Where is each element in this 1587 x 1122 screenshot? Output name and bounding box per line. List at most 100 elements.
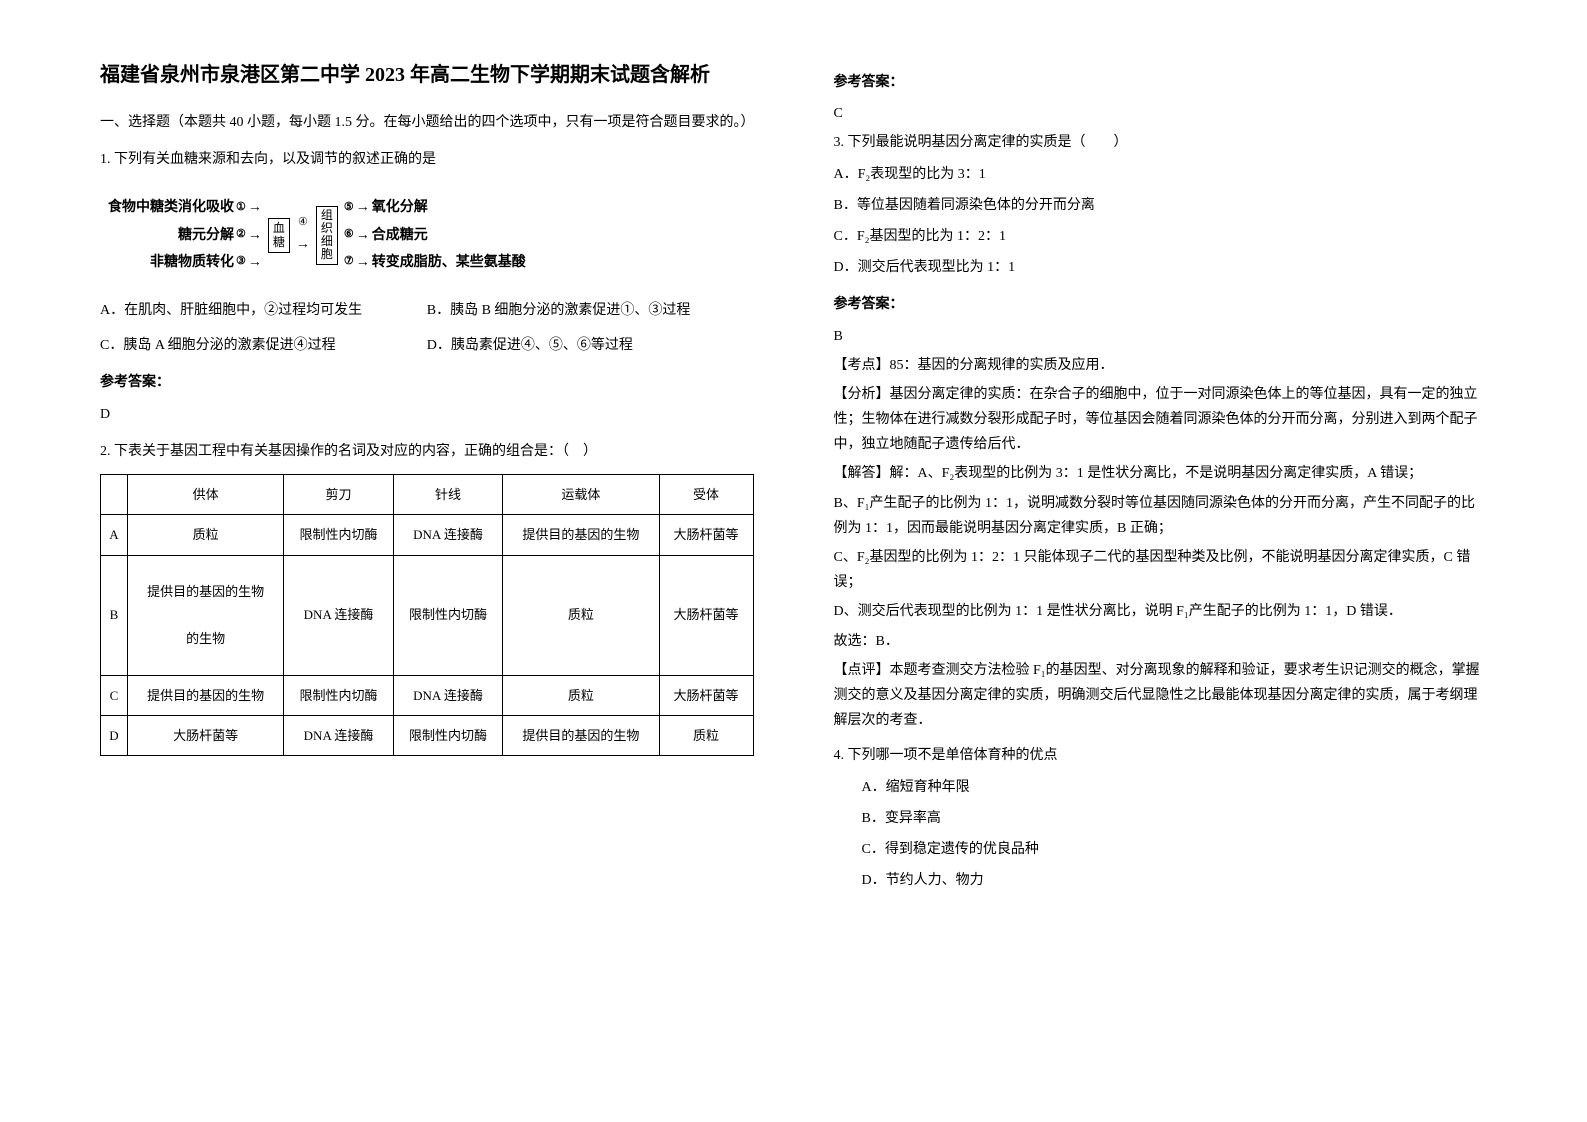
section-header: 一、选择题（本题共 40 小题，每小题 1.5 分。在每小题给出的四个选项中，只… [100,110,754,135]
table-cell: B [101,555,128,675]
table-cell: DNA 连接酶 [284,555,393,675]
q1-diagram: 食物中糖类消化吸收 ① → 糖元分解 ② → 非糖物质转化 ③ → [100,187,754,283]
table-header: 剪刀 [284,474,393,514]
table-cell: 大肠杆菌等 [659,555,753,675]
table-row: B 提供目的基因的生物 的生物 DNA 连接酶 限制性内切酶 质粒 大肠杆菌等 [101,555,754,675]
arrow-icon: → [248,223,262,248]
circled-5: ⑤ [344,198,354,218]
option-b: B．等位基因随着同源染色体的分开而分离 [834,193,1488,218]
table-cell: 提供目的基因的生物 [503,716,659,756]
q2-table: 供体 剪刀 针线 运载体 受体 A 质粒 限制性内切酶 DNA 连接酶 提供目的… [100,474,754,757]
table-cell: 质粒 [659,716,753,756]
table-cell: 限制性内切酶 [393,716,502,756]
circled-7: ⑦ [344,252,354,272]
option-b: B．胰岛 B 细胞分泌的激素促进①、③过程 [427,298,754,323]
arrow-icon: → [356,250,370,275]
arrow-icon: → [356,223,370,248]
option-a: A．缩短育种年限 [834,775,1488,800]
table-header: 受体 [659,474,753,514]
q2-stem: 2. 下表关于基因工程中有关基因操作的名词及对应的内容，正确的组合是：（ ） [100,439,754,464]
table-cell: 限制性内切酶 [284,515,393,555]
jieda: 【解答】解：A、F₂表现型的比例为 3：1 是性状分离比，不是说明基因分离定律实… [834,461,1488,486]
diagram-label: 合成糖元 [372,223,428,248]
option-c: C．得到稳定遗传的优良品种 [834,837,1488,862]
table-cell: DNA 连接酶 [393,515,502,555]
cell-text: 提供目的基因的生物 的生物 [147,584,264,646]
table-header [101,474,128,514]
q4-stem: 4. 下列哪一项不是单倍体育种的优点 [834,743,1488,768]
table-row: D 大肠杆菌等 DNA 连接酶 限制性内切酶 提供目的基因的生物 质粒 [101,716,754,756]
table-row: C 提供目的基因的生物 限制性内切酶 DNA 连接酶 质粒 大肠杆菌等 [101,675,754,715]
blood-sugar-box: 血 糖 [268,218,290,253]
circled-1: ① [236,198,246,218]
circled-4: ④ [298,213,308,233]
table-cell: 质粒 [503,675,659,715]
diagram-label: 非糖物质转化 [150,250,234,275]
diagram-label: 氧化分解 [372,195,428,220]
q1-stem: 1. 下列有关血糖来源和去向，以及调节的叙述正确的是 [100,147,754,172]
option-a: A．F₂表现型的比为 3：1 [834,162,1488,187]
table-cell: 大肠杆菌等 [659,515,753,555]
table-cell: D [101,716,128,756]
q3-stem: 3. 下列最能说明基因分离定律的实质是（ ） [834,130,1488,155]
option-d: D．节约人力、物力 [834,868,1488,893]
arrow-icon: → [248,250,262,275]
document-title: 福建省泉州市泉港区第二中学 2023 年高二生物下学期期末试题含解析 [100,60,754,90]
table-cell: C [101,675,128,715]
circled-6: ⑥ [344,225,354,245]
table-cell: 质粒 [503,555,659,675]
answer-header: 参考答案： [834,70,1488,95]
jieda: B、F₁产生配子的比例为 1：1，说明减数分裂时等位基因随同源染色体的分开而分离… [834,491,1488,541]
option-b: B．变异率高 [834,806,1488,831]
diagram-label: 食物中糖类消化吸收 [108,195,234,220]
box-text: 糖 [273,235,285,249]
dianping: 【点评】本题考查测交方法检验 F₁的基因型、对分离现象的解释和验证，要求考生识记… [834,658,1488,734]
left-column: 福建省泉州市泉港区第二中学 2023 年高二生物下学期期末试题含解析 一、选择题… [100,60,754,1062]
box-text: 血 [273,221,285,235]
table-cell: 大肠杆菌等 [659,675,753,715]
table-cell: 限制性内切酶 [284,675,393,715]
right-column: 参考答案： C 3. 下列最能说明基因分离定律的实质是（ ） A．F₂表现型的比… [834,60,1488,1062]
guoxuan: 故选：B． [834,629,1488,654]
options-row: A．在肌肉、肝脏细胞中，②过程均可发生 B．胰岛 B 细胞分泌的激素促进①、③过… [100,298,754,323]
table-header: 运载体 [503,474,659,514]
fenxi: 【分析】基因分离定律的实质：在杂合子的细胞中，位于一对同源染色体上的等位基因，具… [834,382,1488,458]
options-row: C．胰岛 A 细胞分泌的激素促进④过程 D．胰岛素促进④、⑤、⑥等过程 [100,333,754,358]
circled-3: ③ [236,252,246,272]
option-a: A．在肌肉、肝脏细胞中，②过程均可发生 [100,298,427,323]
question-3: 3. 下列最能说明基因分离定律的实质是（ ） A．F₂表现型的比为 3：1 B．… [834,130,1488,280]
option-c: C．F₂基因型的比为 1：2：1 [834,224,1488,249]
table-cell: 提供目的基因的生物 的生物 [127,555,283,675]
q1-answer: D [100,402,754,427]
table-cell: DNA 连接酶 [284,716,393,756]
table-cell: 质粒 [127,515,283,555]
box-text: 胞 [321,248,333,261]
table-cell: 提供目的基因的生物 [127,675,283,715]
question-1: 1. 下列有关血糖来源和去向，以及调节的叙述正确的是 食物中糖类消化吸收 ① →… [100,147,754,358]
tissue-cell-box: 组 织 细 胞 [316,206,338,265]
option-c: C．胰岛 A 细胞分泌的激素促进④过程 [100,333,427,358]
table-cell: DNA 连接酶 [393,675,502,715]
answer-header: 参考答案： [100,370,754,395]
diagram-label: 糖元分解 [178,223,234,248]
q3-answer: B [834,324,1488,349]
table-header: 针线 [393,474,502,514]
table-cell: 大肠杆菌等 [127,716,283,756]
option-d: D．测交后代表现型比为 1：1 [834,255,1488,280]
jieda: D、测交后代表现型的比例为 1：1 是性状分离比，说明 F₁产生配子的比例为 1… [834,599,1488,624]
jieda: C、F₂基因型的比例为 1：2：1 只能体现子二代的基因型种类及比例，不能说明基… [834,545,1488,595]
table-cell: 限制性内切酶 [393,555,502,675]
question-4: 4. 下列哪一项不是单倍体育种的优点 A．缩短育种年限 B．变异率高 C．得到稳… [834,743,1488,893]
table-cell: A [101,515,128,555]
circled-2: ② [236,225,246,245]
table-row: A 质粒 限制性内切酶 DNA 连接酶 提供目的基因的生物 大肠杆菌等 [101,515,754,555]
arrow-icon: → [296,232,310,257]
question-2: 2. 下表关于基因工程中有关基因操作的名词及对应的内容，正确的组合是：（ ） 供… [100,439,754,757]
table-header: 供体 [127,474,283,514]
arrow-icon: → [356,195,370,220]
option-d: D．胰岛素促进④、⑤、⑥等过程 [427,333,754,358]
answer-header: 参考答案： [834,292,1488,317]
arrow-icon: → [248,195,262,220]
table-header-row: 供体 剪刀 针线 运载体 受体 [101,474,754,514]
kaodian: 【考点】85：基因的分离规律的实质及应用． [834,353,1488,378]
